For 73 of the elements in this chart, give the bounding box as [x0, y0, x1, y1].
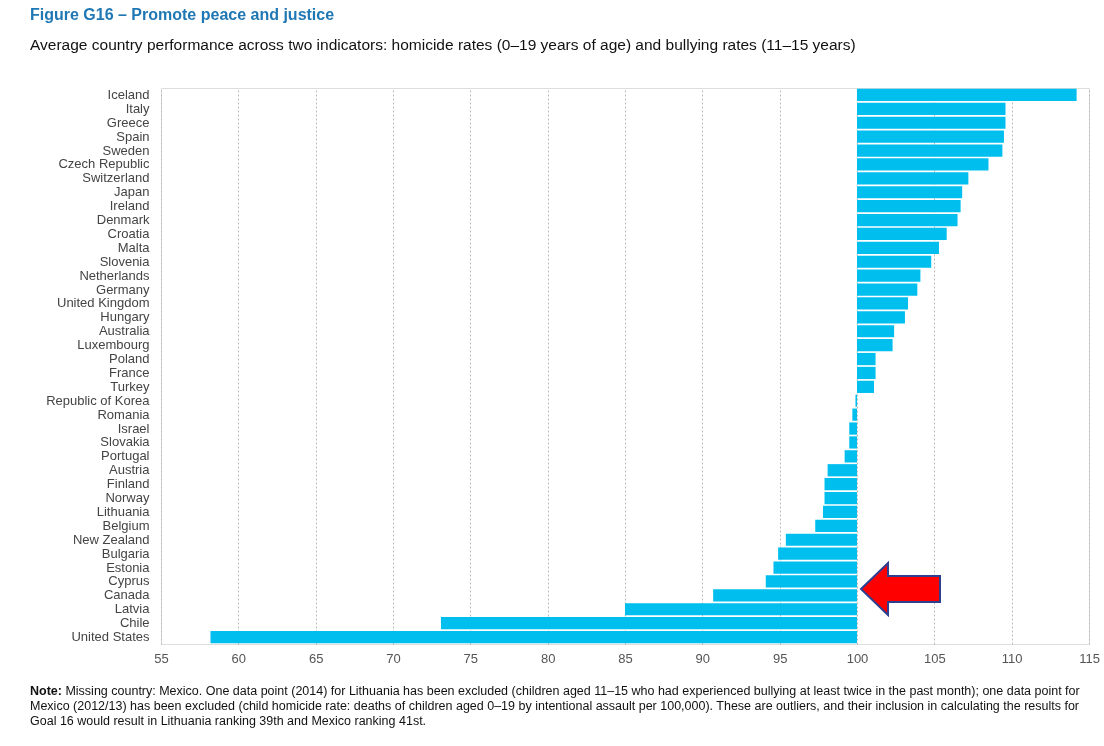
bar — [822, 505, 857, 519]
y-tick-label: Croatia — [107, 225, 151, 241]
y-tick-label: Hungary — [100, 309, 150, 325]
x-tick-label: 110 — [1001, 650, 1023, 666]
y-tick-label: Slovenia — [99, 253, 151, 269]
bar — [815, 519, 857, 532]
x-tick-label: 60 — [231, 650, 247, 666]
chart-subtitle: Average country performance across two indicators: homicide rates (0–19 years of age) and bullying rates (11–15 years) — [30, 36, 857, 54]
y-tick-label: Malta — [117, 239, 151, 255]
y-tick-label: Ireland — [109, 198, 150, 214]
x-tick-label: 85 — [618, 650, 633, 666]
y-tick-label: Latvia — [114, 601, 151, 617]
y-tick-label: France — [109, 364, 150, 380]
bar — [827, 464, 857, 477]
y-tick-label: Norway — [105, 490, 150, 506]
bar — [857, 227, 947, 241]
y-tick-label: Bulgaria — [101, 545, 151, 561]
chart-title: Figure G16 – Promote peace and justice — [30, 6, 335, 24]
y-tick-label: Sweden — [102, 142, 150, 158]
y-tick-label: Slovakia — [100, 434, 151, 450]
bar — [857, 102, 1006, 115]
bar — [625, 603, 857, 616]
y-tick-label: Spain — [116, 128, 150, 144]
y-tick-label: United States — [71, 629, 150, 645]
y-tick-label: Chile — [119, 615, 150, 631]
x-tick-label: 75 — [463, 650, 479, 666]
bar — [857, 200, 961, 213]
bar — [824, 478, 857, 491]
x-tick-label: 70 — [386, 650, 401, 666]
y-tick-label: Finland — [106, 476, 150, 492]
x-tick-label: 65 — [308, 650, 324, 666]
y-tick-label: Israel — [117, 420, 150, 436]
y-tick-label: Denmark — [96, 212, 150, 228]
bar — [857, 116, 1006, 129]
bar — [785, 533, 857, 546]
bar — [857, 339, 893, 352]
bar — [857, 380, 875, 393]
y-tick-label: Italy — [125, 100, 150, 116]
y-tick-label: Germany — [96, 281, 150, 297]
bar — [857, 186, 963, 199]
y-tick-label: Netherlands — [79, 267, 150, 283]
bar — [857, 88, 1077, 102]
y-tick-label: Turkey — [110, 378, 150, 394]
y-tick-label: Australia — [98, 323, 151, 339]
x-tick-label: 95 — [772, 650, 788, 666]
x-tick-label: 100 — [846, 650, 869, 666]
y-tick-label: Cyprus — [108, 573, 150, 589]
bar — [210, 630, 857, 644]
y-tick-label: Iceland — [107, 86, 150, 102]
x-tick-label: 105 — [923, 650, 946, 666]
bar — [857, 241, 939, 254]
text: Note: Missing country: Mexico. One data point (2014) for Lithuania has been excluded (children aged 11–15 who had experienced bullying at least twice in the past month); one data point for Mexico (2012/13) has been excluded (child homicide rate: deaths of children aged 0–19 by intentional assault per 100,000). These are outliers, and their inclusion in calculating the results for Goal 16 would result in Lithuania ranking 39th and Mexico ranking 41st. — [30, 684, 1081, 729]
bar — [824, 491, 857, 505]
y-tick-label: Portugal — [101, 448, 150, 464]
y-tick-label: Czech Republic — [58, 156, 150, 172]
y-tick-label: Switzerland — [82, 170, 150, 186]
x-tick-label: 80 — [540, 650, 556, 666]
x-tick-label: 55 — [154, 650, 169, 666]
x-tick-label: 90 — [695, 650, 711, 666]
bar — [857, 325, 895, 338]
bar — [857, 255, 932, 268]
y-tick-label: Japan — [114, 184, 150, 200]
x-tick-label: 115 — [1079, 650, 1100, 666]
y-tick-label: Canada — [103, 587, 151, 603]
y-tick-label: Romania — [97, 406, 151, 422]
y-tick-label: Luxembourg — [77, 337, 150, 353]
bar — [440, 617, 857, 630]
bar — [857, 213, 958, 227]
bar — [857, 352, 876, 366]
y-tick-label: Austria — [109, 462, 151, 478]
y-tick-label: Poland — [109, 351, 150, 367]
bar — [857, 366, 876, 380]
y-tick-label: Belgium — [102, 517, 150, 533]
